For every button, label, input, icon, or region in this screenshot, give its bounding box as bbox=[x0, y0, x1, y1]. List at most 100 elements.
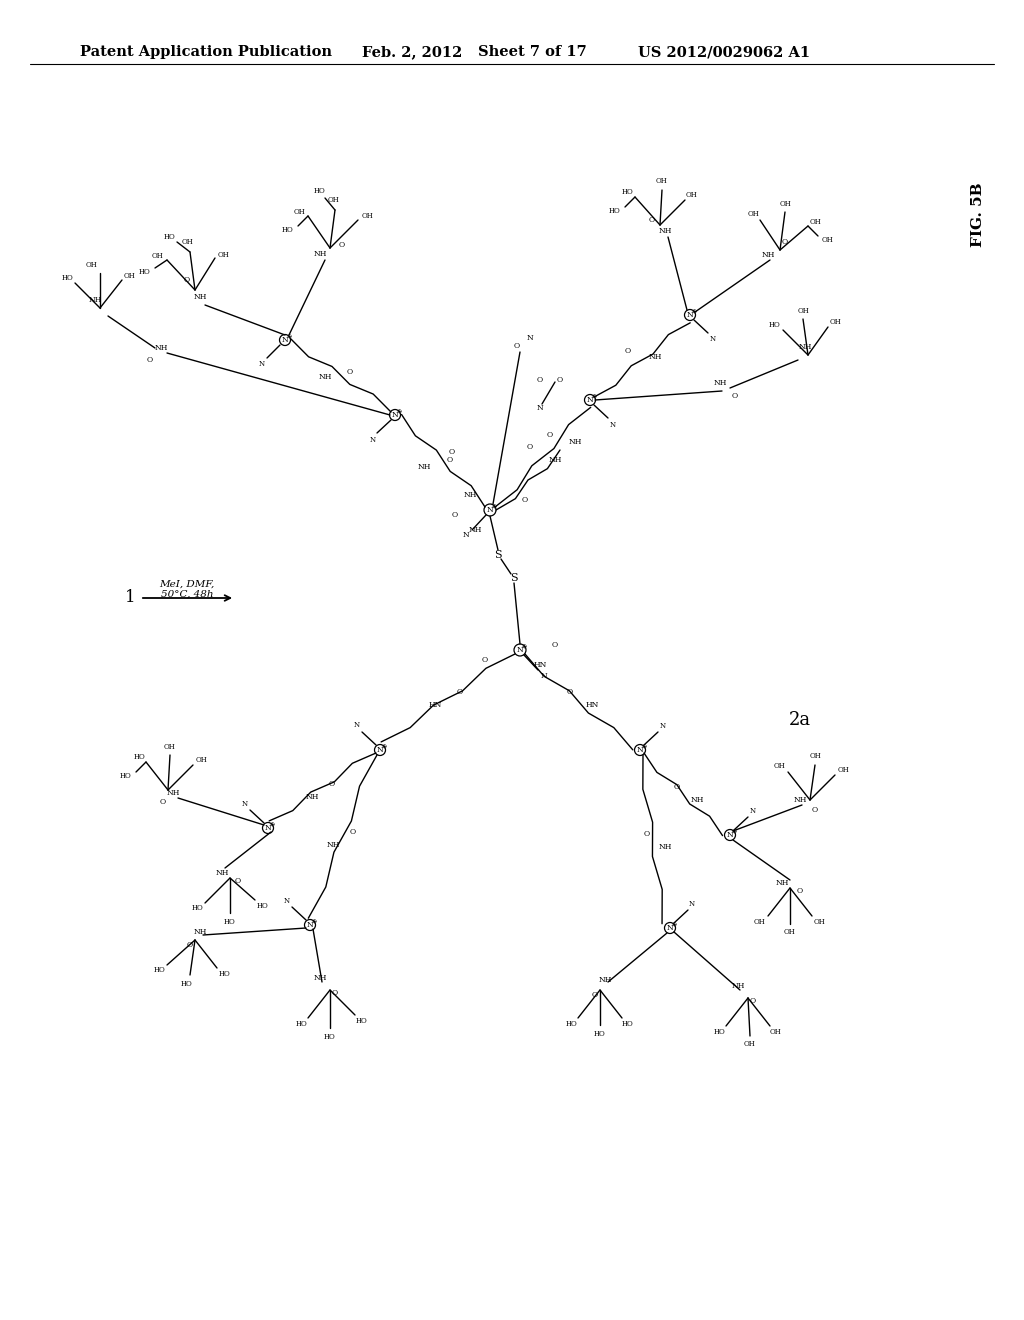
Text: N: N bbox=[659, 722, 666, 730]
Text: OH: OH bbox=[164, 743, 176, 751]
Text: ⊕: ⊕ bbox=[641, 743, 646, 748]
Text: N: N bbox=[354, 721, 360, 729]
Text: N: N bbox=[264, 824, 271, 832]
Text: OH: OH bbox=[838, 766, 849, 774]
Text: O: O bbox=[812, 807, 818, 814]
Text: OH: OH bbox=[749, 210, 760, 218]
Text: HO: HO bbox=[224, 917, 236, 927]
Text: N: N bbox=[727, 832, 733, 840]
Text: ⊕: ⊕ bbox=[381, 743, 386, 748]
Text: O: O bbox=[547, 432, 553, 440]
Text: ⊕: ⊕ bbox=[269, 821, 274, 826]
Text: O: O bbox=[482, 656, 488, 664]
Text: N: N bbox=[463, 531, 469, 539]
Text: N: N bbox=[667, 924, 674, 932]
Text: HO: HO bbox=[164, 234, 176, 242]
Text: NH: NH bbox=[548, 455, 562, 465]
Text: O: O bbox=[732, 392, 738, 400]
Text: NH: NH bbox=[463, 491, 477, 499]
Text: OH: OH bbox=[152, 252, 163, 260]
Text: HO: HO bbox=[257, 902, 269, 909]
Text: OH: OH bbox=[754, 917, 766, 927]
Text: O: O bbox=[452, 511, 458, 519]
Text: OH: OH bbox=[779, 201, 791, 209]
Text: O: O bbox=[649, 216, 655, 224]
Text: OH: OH bbox=[124, 272, 136, 280]
Text: OH: OH bbox=[810, 218, 822, 226]
Text: HO: HO bbox=[62, 275, 74, 282]
Text: NH: NH bbox=[194, 293, 207, 301]
Text: N: N bbox=[541, 672, 548, 680]
Text: S: S bbox=[495, 550, 502, 560]
Text: O: O bbox=[522, 496, 528, 504]
Text: N: N bbox=[370, 436, 376, 444]
Text: N: N bbox=[259, 360, 265, 368]
Text: ⊕: ⊕ bbox=[311, 919, 316, 924]
Text: HO: HO bbox=[139, 268, 151, 276]
Text: HN: HN bbox=[586, 701, 599, 709]
Text: HN: HN bbox=[428, 701, 441, 709]
Text: OH: OH bbox=[196, 756, 207, 764]
Text: HO: HO bbox=[155, 966, 166, 974]
Text: O: O bbox=[446, 455, 453, 465]
Text: NH: NH bbox=[88, 296, 101, 304]
Text: OH: OH bbox=[830, 318, 842, 326]
Text: NH: NH bbox=[794, 796, 807, 804]
Text: FIG. 5B: FIG. 5B bbox=[971, 182, 985, 247]
Text: NH: NH bbox=[327, 841, 340, 849]
Text: OH: OH bbox=[784, 928, 796, 936]
Text: O: O bbox=[514, 342, 520, 350]
Text: O: O bbox=[644, 830, 650, 838]
Text: NH: NH bbox=[775, 879, 788, 887]
Text: NH: NH bbox=[690, 796, 703, 804]
Text: N: N bbox=[689, 900, 695, 908]
Text: OH: OH bbox=[744, 1040, 756, 1048]
Text: NH: NH bbox=[568, 438, 582, 446]
Text: OH: OH bbox=[686, 191, 698, 199]
Text: N: N bbox=[486, 506, 494, 513]
Text: O: O bbox=[339, 242, 345, 249]
Text: ⊕: ⊕ bbox=[521, 643, 526, 648]
Text: HO: HO bbox=[219, 970, 230, 978]
Text: OH: OH bbox=[814, 917, 826, 927]
Text: N: N bbox=[710, 335, 716, 343]
Text: NH: NH bbox=[799, 343, 812, 351]
Text: OH: OH bbox=[294, 209, 306, 216]
Text: OH: OH bbox=[327, 195, 339, 205]
Text: O: O bbox=[347, 368, 353, 376]
Text: O: O bbox=[782, 238, 788, 246]
Text: N: N bbox=[284, 898, 290, 906]
Text: N: N bbox=[391, 411, 398, 418]
Text: NH: NH bbox=[648, 352, 662, 360]
Text: HO: HO bbox=[181, 979, 193, 987]
Text: O: O bbox=[329, 780, 335, 788]
Text: NH: NH bbox=[215, 869, 228, 876]
Text: HO: HO bbox=[193, 904, 204, 912]
Text: NH: NH bbox=[731, 982, 744, 990]
Text: N: N bbox=[377, 746, 383, 754]
Text: HO: HO bbox=[283, 226, 294, 234]
Text: HO: HO bbox=[296, 1020, 308, 1028]
Text: ⊕: ⊕ bbox=[671, 921, 677, 927]
Text: NH: NH bbox=[761, 251, 775, 259]
Text: Sheet 7 of 17: Sheet 7 of 17 bbox=[478, 45, 587, 59]
Text: O: O bbox=[184, 276, 190, 284]
Text: O: O bbox=[527, 444, 534, 451]
Text: S: S bbox=[510, 573, 518, 583]
Text: N: N bbox=[306, 921, 313, 929]
Text: NH: NH bbox=[658, 843, 672, 851]
Text: NH: NH bbox=[194, 928, 207, 936]
Text: MeI, DMF,: MeI, DMF, bbox=[160, 579, 215, 589]
Text: HO: HO bbox=[120, 772, 132, 780]
Text: NH: NH bbox=[418, 463, 431, 471]
Text: OH: OH bbox=[770, 1028, 782, 1036]
Text: O: O bbox=[797, 887, 803, 895]
Text: HO: HO bbox=[714, 1028, 726, 1036]
Text: ⊕: ⊕ bbox=[731, 829, 736, 834]
Text: N: N bbox=[282, 337, 289, 345]
Text: O: O bbox=[160, 799, 166, 807]
Text: O: O bbox=[234, 876, 241, 884]
Text: O: O bbox=[537, 376, 543, 384]
Text: O: O bbox=[592, 991, 598, 999]
Text: O: O bbox=[449, 447, 455, 455]
